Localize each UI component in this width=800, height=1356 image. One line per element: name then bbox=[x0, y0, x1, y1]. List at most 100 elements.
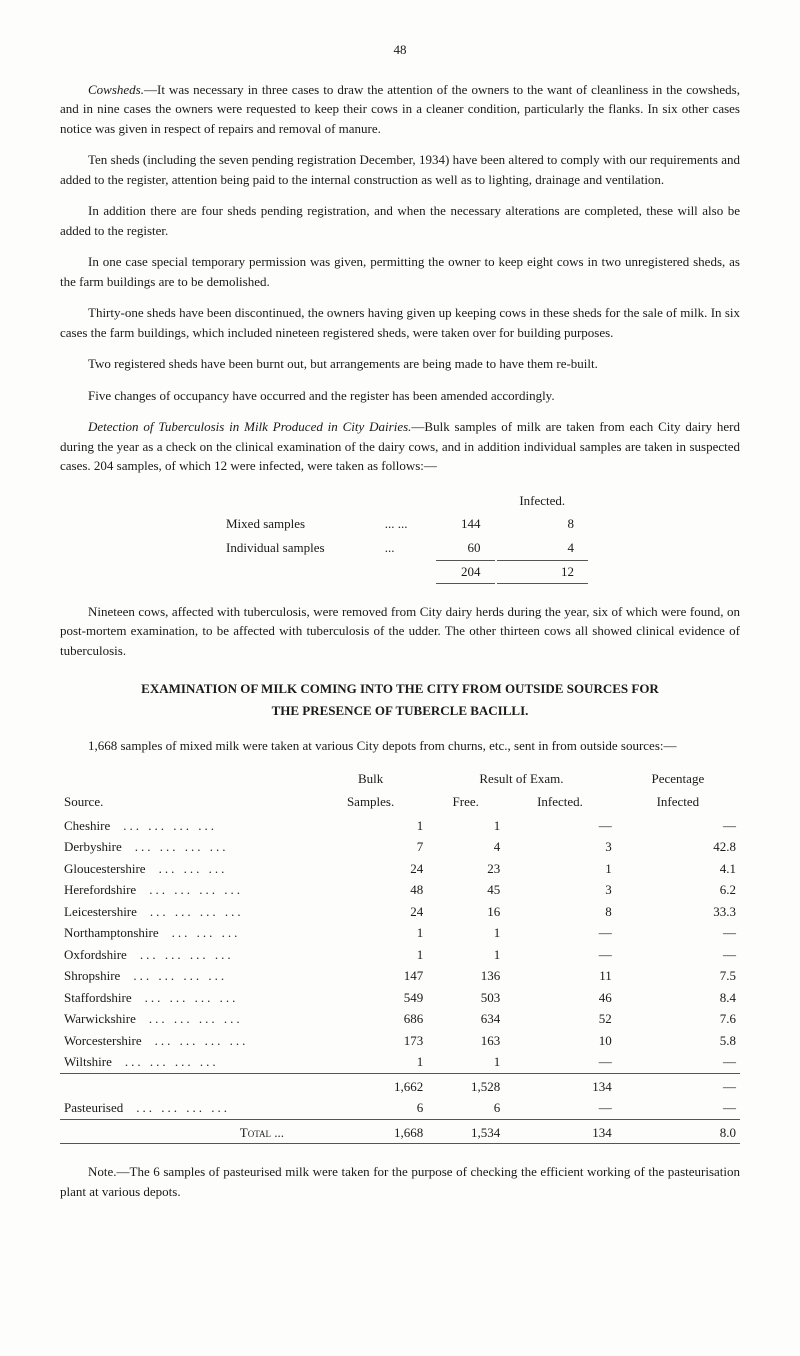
row-pct: — bbox=[616, 1051, 740, 1073]
row-pct: 6.2 bbox=[616, 879, 740, 901]
table-row: Mixed samples ... ... 144 8 bbox=[212, 513, 588, 535]
subtotal-infected: 134 bbox=[504, 1076, 615, 1098]
row-label: Herefordshire bbox=[64, 882, 136, 897]
row-dots: ... ... ... ... bbox=[125, 1054, 219, 1069]
pasteurised-pct: — bbox=[616, 1097, 740, 1119]
row-label: Oxfordshire bbox=[64, 947, 127, 962]
row-free: 16 bbox=[427, 901, 504, 923]
row-samples: 48 bbox=[314, 879, 427, 901]
row-pct: 4.1 bbox=[616, 858, 740, 880]
infected-header: Infected. bbox=[497, 490, 589, 512]
table-row: Individual samples ... 60 4 bbox=[212, 537, 588, 559]
row-dots: ... ... ... ... bbox=[150, 904, 244, 919]
row-label: Mixed samples bbox=[212, 513, 369, 535]
row-free: 1 bbox=[427, 944, 504, 966]
row-infected: — bbox=[504, 922, 615, 944]
row-label: Worcestershire bbox=[64, 1033, 142, 1048]
para4: In one case special temporary permission… bbox=[60, 252, 740, 291]
subtotal-row: 1,662 1,528 134 — bbox=[60, 1076, 740, 1098]
th-infected2: Infected bbox=[616, 791, 740, 815]
th-infected: Infected. bbox=[504, 791, 615, 815]
table-row: Oxfordshire ... ... ... ...11—— bbox=[60, 944, 740, 966]
row-free: 503 bbox=[427, 987, 504, 1009]
row-samples: 686 bbox=[314, 1008, 427, 1030]
total-label: Total ... bbox=[240, 1125, 284, 1140]
row-dots: ... ... ... bbox=[159, 861, 228, 876]
row-samples: 1 bbox=[314, 1051, 427, 1073]
row-samples: 1 bbox=[314, 815, 427, 837]
row-infected: 8 bbox=[504, 901, 615, 923]
row-samples: 549 bbox=[314, 987, 427, 1009]
row-free: 1 bbox=[427, 1051, 504, 1073]
row-infected: 8 bbox=[497, 513, 589, 535]
table-row: Warwickshire ... ... ... ...686634527.6 bbox=[60, 1008, 740, 1030]
row-dots: ... ... ... ... bbox=[133, 968, 227, 983]
table-row: Derbyshire ... ... ... ...74342.8 bbox=[60, 836, 740, 858]
row-label: Northamptonshire bbox=[64, 925, 159, 940]
total-pct: 8.0 bbox=[616, 1122, 740, 1144]
row-pct: — bbox=[616, 922, 740, 944]
row-pct: 5.8 bbox=[616, 1030, 740, 1052]
row-free: 1 bbox=[427, 922, 504, 944]
row-dots: ... ... ... ... bbox=[140, 947, 234, 962]
table-row: Worcestershire ... ... ... ...173163105.… bbox=[60, 1030, 740, 1052]
row-label: Derbyshire bbox=[64, 839, 122, 854]
row-free: 634 bbox=[427, 1008, 504, 1030]
subtotal-samples: 1,662 bbox=[314, 1076, 427, 1098]
row-pct: — bbox=[616, 815, 740, 837]
pasteurised-free: 6 bbox=[427, 1097, 504, 1119]
th-result: Result of Exam. bbox=[427, 768, 616, 792]
row-samples: 1 bbox=[314, 922, 427, 944]
section-title-line2: THE PRESENCE OF TUBERCLE BACILLI. bbox=[272, 703, 529, 718]
row-label: Cheshire bbox=[64, 818, 110, 833]
main-sources-table: Bulk Result of Exam. Pecentage Source. S… bbox=[60, 768, 740, 1147]
table-row: Herefordshire ... ... ... ...484536.2 bbox=[60, 879, 740, 901]
row-pct: 7.5 bbox=[616, 965, 740, 987]
row-label: Shropshire bbox=[64, 968, 120, 983]
total-count: 204 bbox=[436, 560, 495, 584]
row-free: 45 bbox=[427, 879, 504, 901]
row-dots: ... ... ... ... bbox=[136, 1100, 230, 1115]
table-row: Wiltshire ... ... ... ...11—— bbox=[60, 1051, 740, 1073]
row-samples: 173 bbox=[314, 1030, 427, 1052]
row-pct: — bbox=[616, 944, 740, 966]
row-infected: 3 bbox=[504, 836, 615, 858]
row-pct: 33.3 bbox=[616, 901, 740, 923]
row-free: 136 bbox=[427, 965, 504, 987]
para9: Nineteen cows, affected with tuberculosi… bbox=[60, 602, 740, 661]
row-free: 163 bbox=[427, 1030, 504, 1052]
page-number: 48 bbox=[60, 40, 740, 60]
para3: In addition there are four sheds pending… bbox=[60, 201, 740, 240]
row-free: 4 bbox=[427, 836, 504, 858]
th-free: Free. bbox=[427, 791, 504, 815]
row-label: Staffordshire bbox=[64, 990, 132, 1005]
table-row: Gloucestershire ... ... ...242314.1 bbox=[60, 858, 740, 880]
note-para: Note.—The 6 samples of pasteurised milk … bbox=[60, 1162, 740, 1201]
row-infected: 4 bbox=[497, 537, 589, 559]
pasteurised-row: Pasteurised ... ... ... ... 6 6 — — bbox=[60, 1097, 740, 1119]
row-label: Leicestershire bbox=[64, 904, 137, 919]
row-dots: ... ... ... ... bbox=[123, 818, 217, 833]
row-samples: 24 bbox=[314, 858, 427, 880]
row-pct: 8.4 bbox=[616, 987, 740, 1009]
th-samples: Samples. bbox=[314, 791, 427, 815]
row-pct: 42.8 bbox=[616, 836, 740, 858]
para5: Thirty-one sheds have been discontinued,… bbox=[60, 303, 740, 342]
row-samples: 147 bbox=[314, 965, 427, 987]
row-samples: 7 bbox=[314, 836, 427, 858]
table-row: Shropshire ... ... ... ...147136117.5 bbox=[60, 965, 740, 987]
row-label: Warwickshire bbox=[64, 1011, 136, 1026]
section-title-line1: EXAMINATION OF MILK COMING INTO THE CITY… bbox=[141, 681, 659, 696]
pasteurised-label: Pasteurised bbox=[64, 1100, 123, 1115]
th-bulk: Bulk bbox=[314, 768, 427, 792]
row-infected: 3 bbox=[504, 879, 615, 901]
row-dots: ... ... ... ... bbox=[155, 1033, 249, 1048]
table-row: Staffordshire ... ... ... ...549503468.4 bbox=[60, 987, 740, 1009]
pasteurised-infected: — bbox=[504, 1097, 615, 1119]
total-infected: 134 bbox=[504, 1122, 615, 1144]
table-row: Northamptonshire ... ... ...11—— bbox=[60, 922, 740, 944]
section-title: EXAMINATION OF MILK COMING INTO THE CITY… bbox=[60, 678, 740, 722]
row-dots: ... ... ... ... bbox=[149, 1011, 243, 1026]
row-dots: ... bbox=[371, 537, 434, 559]
row-infected: — bbox=[504, 1051, 615, 1073]
